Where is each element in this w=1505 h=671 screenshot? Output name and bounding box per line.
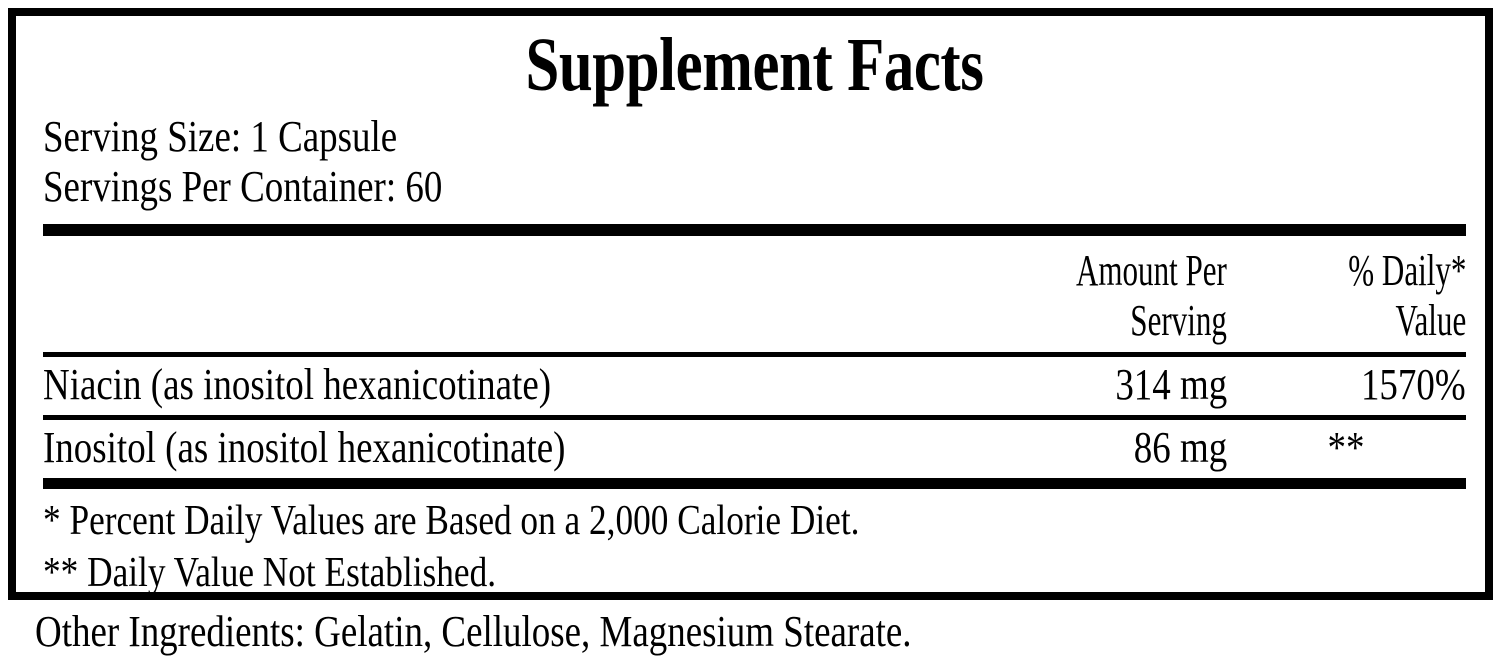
nutrient-daily-value: 1570%: [1361, 360, 1466, 409]
header-dv-line1: % Daily*: [1347, 246, 1466, 295]
nutrient-row-2-table: Inositol (as inositol hexanicotinate) 86…: [43, 420, 1466, 478]
nutrients-table: Amount Per Serving % Daily* Value: [43, 236, 1466, 352]
other-ingredients-line: Other Ingredients: Gelatin, Cellulose, M…: [35, 607, 912, 656]
rule-thin-header: [43, 352, 1466, 357]
table-header-row: Amount Per Serving % Daily* Value: [43, 236, 1466, 352]
panel-content: Supplement Facts Serving Size: 1 Capsule…: [16, 22, 1485, 598]
nutrient-row-1-table: Niacin (as inositol hexanicotinate) 314 …: [43, 357, 1466, 415]
serving-info: Serving Size: 1 Capsule Servings Per Con…: [43, 112, 1466, 212]
header-amount-line1: Amount Per: [1076, 246, 1227, 295]
footnotes: * Percent Daily Values are Based on a 2,…: [43, 489, 1466, 599]
header-spacer-cell: [43, 236, 925, 352]
table-row: Niacin (as inositol hexanicotinate) 314 …: [43, 357, 1466, 415]
rule-thick-top: [43, 224, 1466, 236]
header-amount-line2: Serving: [1130, 296, 1227, 345]
rule-thick-bottom: [43, 478, 1466, 489]
serving-size-line: Serving Size: 1 Capsule: [43, 112, 398, 161]
footnote-dv-not-established: ** Daily Value Not Established.: [43, 550, 497, 596]
table-row: Inositol (as inositol hexanicotinate) 86…: [43, 420, 1466, 478]
nutrient-amount: 86 mg: [1133, 423, 1227, 472]
nutrient-daily-value: **: [1327, 423, 1365, 472]
footnote-daily-value-basis: * Percent Daily Values are Based on a 2,…: [43, 498, 860, 544]
nutrient-name: Inositol (as inositol hexanicotinate): [43, 423, 566, 472]
nutrient-name: Niacin (as inositol hexanicotinate): [43, 360, 552, 409]
supplement-facts-panel: Supplement Facts Serving Size: 1 Capsule…: [8, 8, 1493, 600]
panel-title: Supplement Facts: [525, 23, 984, 107]
header-dv-line2: Value: [1395, 296, 1466, 345]
rule-thin-row: [43, 415, 1466, 420]
nutrient-amount: 314 mg: [1115, 360, 1227, 409]
header-daily-value: % Daily* Value: [1227, 236, 1466, 352]
header-amount-per-serving: Amount Per Serving: [925, 236, 1227, 352]
servings-per-container-line: Servings Per Container: 60: [43, 162, 443, 211]
